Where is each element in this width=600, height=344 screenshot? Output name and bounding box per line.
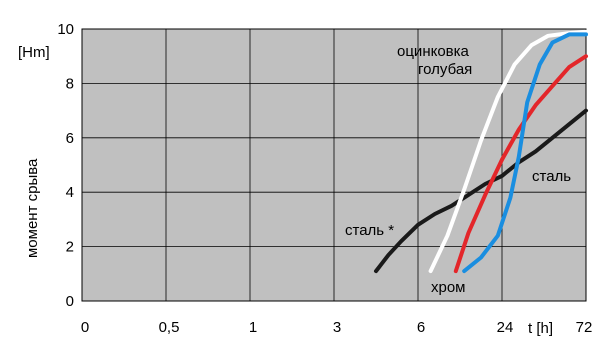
x-tick-label: 6 [417,319,425,336]
annotation-zinc-line1: оцинковка [397,43,470,60]
series-line-0 [374,108,588,274]
y-tick-label: 4 [66,184,74,201]
y-tick-label: 10 [57,21,74,38]
x-tick-label: 1 [249,319,257,336]
y-tick-label: 0 [66,293,74,310]
annotation-zinc-line2: голубая [418,61,472,78]
annotation-steel: сталь [532,168,571,185]
x-tick-label: 72 [576,319,593,336]
y-tick-label: 2 [66,239,74,256]
y-tick-label: 6 [66,130,74,147]
grid [82,29,586,301]
y-axis-unit: [Hm] [18,44,50,61]
annotation-chrome: хром [431,279,466,296]
y-tick-label: 8 [66,75,74,92]
x-tick-labels: 0 0,5 1 3 6 24 72 [81,319,593,336]
x-tick-label: 0,5 [159,319,180,336]
x-tick-label: 24 [497,319,514,336]
annotation-steel-star: сталь * [345,222,394,239]
x-tick-label: 0 [81,319,89,336]
series-line-2 [453,54,588,274]
y-tick-labels: 0 2 4 6 8 10 [57,21,74,310]
series-line-3 [462,32,588,274]
x-axis-label: t [h] [528,320,553,337]
series-line-1 [428,29,588,274]
x-tick-label: 3 [333,319,341,336]
series-lines [374,29,588,274]
y-axis-label: момент срыва [24,158,41,258]
